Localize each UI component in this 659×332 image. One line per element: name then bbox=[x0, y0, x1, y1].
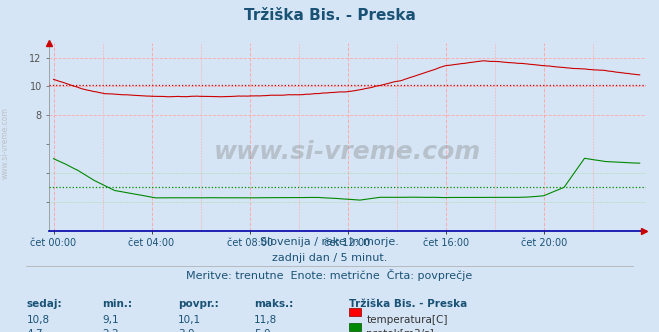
Text: 4,7: 4,7 bbox=[26, 329, 43, 332]
Text: www.si-vreme.com: www.si-vreme.com bbox=[1, 107, 10, 179]
Text: Tržiška Bis. - Preska: Tržiška Bis. - Preska bbox=[244, 8, 415, 23]
Text: 10,1: 10,1 bbox=[178, 315, 201, 325]
Text: zadnji dan / 5 minut.: zadnji dan / 5 minut. bbox=[272, 253, 387, 263]
Text: 5,0: 5,0 bbox=[254, 329, 270, 332]
Text: sedaj:: sedaj: bbox=[26, 299, 62, 309]
Text: maks.:: maks.: bbox=[254, 299, 293, 309]
Text: 10,8: 10,8 bbox=[26, 315, 49, 325]
Text: 11,8: 11,8 bbox=[254, 315, 277, 325]
Text: Slovenija / reke in morje.: Slovenija / reke in morje. bbox=[260, 237, 399, 247]
Text: min.:: min.: bbox=[102, 299, 132, 309]
Text: www.si-vreme.com: www.si-vreme.com bbox=[214, 140, 481, 164]
Text: Tržiška Bis. - Preska: Tržiška Bis. - Preska bbox=[349, 299, 467, 309]
Text: pretok[m3/s]: pretok[m3/s] bbox=[366, 329, 434, 332]
Text: 3,0: 3,0 bbox=[178, 329, 194, 332]
Text: 9,1: 9,1 bbox=[102, 315, 119, 325]
Text: povpr.:: povpr.: bbox=[178, 299, 219, 309]
Text: 2,2: 2,2 bbox=[102, 329, 119, 332]
Text: temperatura[C]: temperatura[C] bbox=[366, 315, 448, 325]
Text: Meritve: trenutne  Enote: metrične  Črta: povprečje: Meritve: trenutne Enote: metrične Črta: … bbox=[186, 269, 473, 281]
